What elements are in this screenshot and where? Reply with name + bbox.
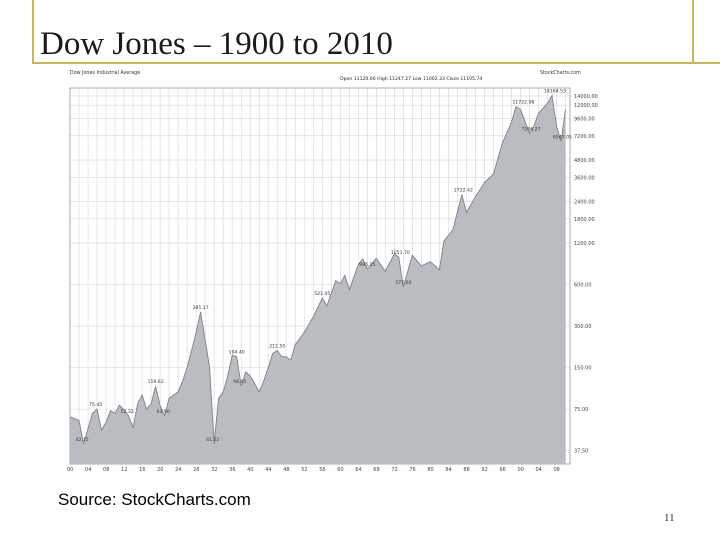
x-tick-label: 92 bbox=[481, 467, 487, 473]
y-tick-label: 75.00 bbox=[574, 407, 588, 413]
price-annotation: 41.22 bbox=[206, 437, 219, 443]
x-tick-label: 00 bbox=[517, 467, 523, 473]
series-line bbox=[69, 94, 566, 445]
x-tick-label: 84 bbox=[445, 467, 451, 473]
price-annotation: 521.05 bbox=[314, 291, 330, 297]
source-caption: Source: StockCharts.com bbox=[58, 490, 251, 509]
y-tick-label: 600.00 bbox=[574, 283, 592, 289]
annotation-layer: 42.15 75.45 52.32 119.62 63.90 381.17 41.22 194… bbox=[76, 89, 573, 443]
y-tick-label: 150.00 bbox=[574, 366, 592, 372]
x-tick-label: 32 bbox=[211, 467, 217, 473]
price-annotation: 52.32 bbox=[121, 409, 134, 415]
price-annotation: 995.15 bbox=[359, 262, 375, 268]
title-divider-left bbox=[32, 0, 34, 64]
y-tick-label: 12000.00 bbox=[574, 103, 598, 109]
price-annotation: 194.40 bbox=[229, 350, 245, 356]
price-annotation: 98.95 bbox=[233, 379, 246, 385]
price-annotation: 212.50 bbox=[269, 343, 285, 349]
x-tick-label: 28 bbox=[193, 467, 199, 473]
price-annotation: 14164.53 bbox=[544, 89, 566, 95]
dow-jones-chart: 42.15 75.45 52.32 119.62 63.90 381.17 41.22 194… bbox=[62, 66, 610, 474]
y-tick-label: 300.00 bbox=[574, 324, 592, 330]
x-tick-label: 56 bbox=[319, 467, 325, 473]
price-annotation: 42.15 bbox=[76, 437, 89, 443]
y-tick-label: 14000.00 bbox=[574, 94, 598, 100]
x-tick-label: 88 bbox=[463, 467, 469, 473]
x-tick-label: 16 bbox=[139, 467, 145, 473]
price-annotation: 577.60 bbox=[395, 280, 411, 286]
y-tick-label: 9600.00 bbox=[574, 117, 595, 123]
price-annotation: 1051.70 bbox=[391, 250, 410, 256]
chart-canvas: 42.15 75.45 52.32 119.62 63.90 381.17 41.22 194… bbox=[62, 66, 610, 474]
x-tick-label: 48 bbox=[283, 467, 289, 473]
y-tick-label: 2400.00 bbox=[574, 200, 595, 206]
x-tick-label: 36 bbox=[229, 467, 235, 473]
x-tick-label: 76 bbox=[409, 467, 415, 473]
x-tick-label: 60 bbox=[337, 467, 343, 473]
price-annotation: 2722.42 bbox=[454, 188, 473, 194]
y-tick-label: 1200.00 bbox=[574, 241, 595, 247]
y-tick-label: 4800.00 bbox=[574, 158, 595, 164]
x-tick-label: 64 bbox=[355, 467, 361, 473]
page-number: 11 bbox=[664, 512, 675, 524]
x-tick-label: 80 bbox=[427, 467, 433, 473]
title-divider-right bbox=[692, 0, 694, 64]
x-tick-label: 00 bbox=[67, 467, 73, 473]
x-tick-label: 24 bbox=[175, 467, 181, 473]
y-tick-label: 7200.00 bbox=[574, 134, 595, 140]
price-annotation: 75.45 bbox=[89, 402, 102, 408]
x-tick-label: 68 bbox=[373, 467, 379, 473]
slide-title: Dow Jones – 1900 to 2010 bbox=[40, 26, 393, 62]
price-annotation: 63.90 bbox=[157, 409, 170, 415]
chart-header-ohlc: Open 11120.06 High 11247.27 Low 11002.33… bbox=[340, 76, 482, 82]
price-annotation: 11722.98 bbox=[512, 100, 534, 106]
y-tick-label: 37.50 bbox=[574, 449, 588, 455]
x-tick-label: 04 bbox=[85, 467, 91, 473]
title-underline bbox=[32, 62, 720, 64]
area-layer bbox=[69, 94, 566, 464]
x-tick-label: 44 bbox=[265, 467, 271, 473]
x-tick-label: 12 bbox=[121, 467, 127, 473]
chart-header-left: Dow Jones Industrial Average bbox=[70, 70, 140, 76]
price-annotation: 119.62 bbox=[148, 379, 164, 385]
x-tick-label: 04 bbox=[535, 467, 541, 473]
price-annotation: 7286.27 bbox=[521, 126, 540, 132]
y-tick-label: 1800.00 bbox=[574, 217, 595, 223]
chart-header-right: StockCharts.com bbox=[540, 70, 581, 76]
price-annotation: 381.17 bbox=[193, 305, 209, 311]
x-tick-label: 72 bbox=[391, 467, 397, 473]
x-tick-label: 40 bbox=[247, 467, 253, 473]
x-tick-label: 52 bbox=[301, 467, 307, 473]
x-tick-label: 20 bbox=[157, 467, 163, 473]
x-tick-label: 08 bbox=[553, 467, 559, 473]
price-annotation: 6547.05 bbox=[553, 134, 572, 140]
x-tick-label: 08 bbox=[103, 467, 109, 473]
y-tick-label: 3600.00 bbox=[574, 175, 595, 181]
series-area bbox=[70, 95, 566, 464]
axis-layer: 00 04 08 12 16 20 24 28 32 36 40 44 48 52 56 60 64 68 72 76… bbox=[67, 94, 598, 473]
x-tick-label: 96 bbox=[499, 467, 505, 473]
header-layer: Dow Jones Industrial Average StockCharts.… bbox=[70, 70, 581, 82]
